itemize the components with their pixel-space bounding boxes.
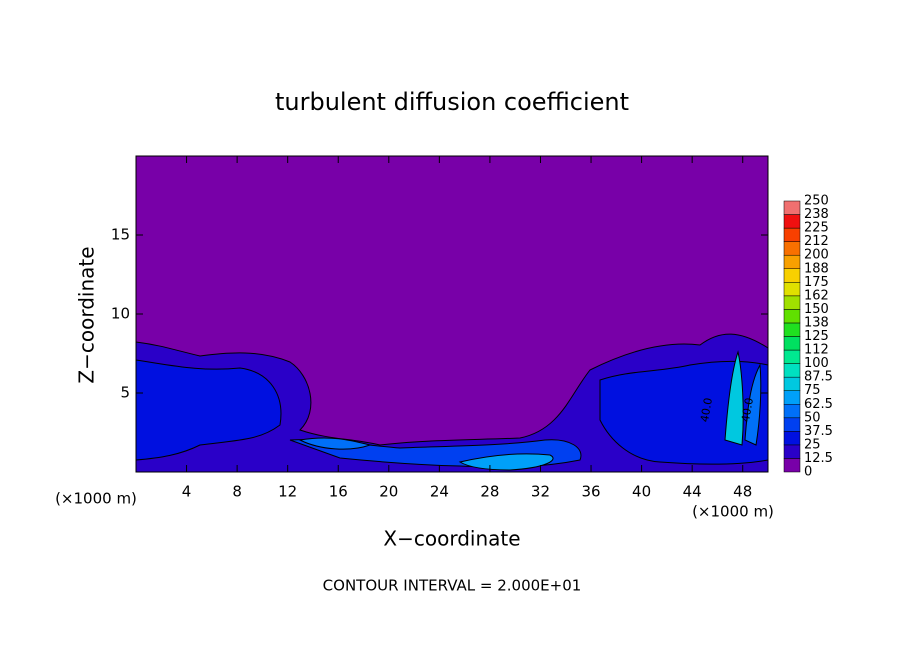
colorbar-bin — [783, 444, 801, 459]
contour-label: 40.0 — [739, 397, 756, 423]
field — [136, 156, 768, 472]
colorbar-label: 37.5 — [804, 424, 833, 439]
colorbar-bin — [783, 322, 801, 337]
colorbar-bin — [783, 200, 801, 215]
x-tick-label: 40 — [632, 483, 651, 501]
x-tick-label: 8 — [232, 483, 242, 501]
colorbar-bin — [783, 241, 801, 256]
x-unit: (×1000 m) — [55, 490, 137, 508]
colorbar-label: 75 — [804, 383, 821, 398]
colorbar-label: 62.5 — [804, 397, 833, 412]
colorbar-bin — [783, 227, 801, 242]
colorbar-label: 112 — [804, 343, 829, 358]
x-axis-label: X−coordinate — [383, 527, 520, 551]
y-unit: (×1000 m) — [692, 503, 774, 521]
colorbar-bin — [783, 295, 801, 310]
x-tick-label: 12 — [278, 483, 297, 501]
colorbar-label: 50 — [804, 410, 821, 425]
y-tick-label: 15 — [111, 226, 130, 244]
colorbar-bin — [783, 214, 801, 229]
colorbar-label: 150 — [804, 302, 829, 317]
x-tick-label: 48 — [733, 483, 752, 501]
colorbar-label: 175 — [804, 275, 829, 290]
colorbar-label: 12.5 — [804, 451, 833, 466]
x-tick-label: 24 — [430, 483, 449, 501]
colorbar-label: 200 — [804, 248, 829, 263]
colorbar-bin — [783, 336, 801, 351]
colorbar-label: 25 — [804, 437, 821, 452]
colorbar-bin — [783, 458, 801, 473]
colorbar-bin — [783, 268, 801, 283]
x-tick-label: 36 — [581, 483, 600, 501]
colorbar-label: 238 — [804, 207, 829, 222]
colorbar-bin — [783, 404, 801, 419]
x-tick-label: 32 — [531, 483, 550, 501]
colorbar-label: 212 — [804, 234, 829, 249]
colorbar-bin — [783, 349, 801, 364]
colorbar-label: 138 — [804, 315, 829, 330]
colorbar-bin — [783, 309, 801, 324]
colorbar-bin — [783, 282, 801, 297]
x-tick-label: 16 — [329, 483, 348, 501]
y-tick-label: 10 — [111, 305, 130, 323]
colorbar-label: 225 — [804, 221, 829, 236]
colorbar-bin — [783, 390, 801, 405]
colorbar-label: 250 — [804, 194, 829, 209]
x-tick-label: 44 — [683, 483, 702, 501]
footer: CONTOUR INTERVAL = 2.000E+01 — [323, 577, 582, 595]
colorbar-label: 188 — [804, 261, 829, 276]
chart-title: turbulent diffusion coefficient — [275, 88, 629, 116]
y-tick-label: 5 — [120, 384, 130, 402]
x-tick-label: 4 — [182, 483, 192, 501]
colorbar-label: 0 — [804, 465, 812, 480]
colorbar-label: 100 — [804, 356, 829, 371]
colorbar-label: 162 — [804, 288, 829, 303]
colorbar-bin — [783, 431, 801, 446]
colorbar-bin — [783, 363, 801, 378]
colorbar-bin — [783, 254, 801, 269]
x-tick-label: 28 — [480, 483, 499, 501]
colorbar-label: 125 — [804, 329, 829, 344]
colorbar-label: 87.5 — [804, 370, 833, 385]
contour-label: 40.0 — [698, 397, 715, 423]
x-tick-label: 20 — [379, 483, 398, 501]
y-axis-label: Z−coordinate — [75, 246, 99, 383]
colorbar-bin — [783, 417, 801, 432]
colorbar-bin — [783, 376, 801, 391]
